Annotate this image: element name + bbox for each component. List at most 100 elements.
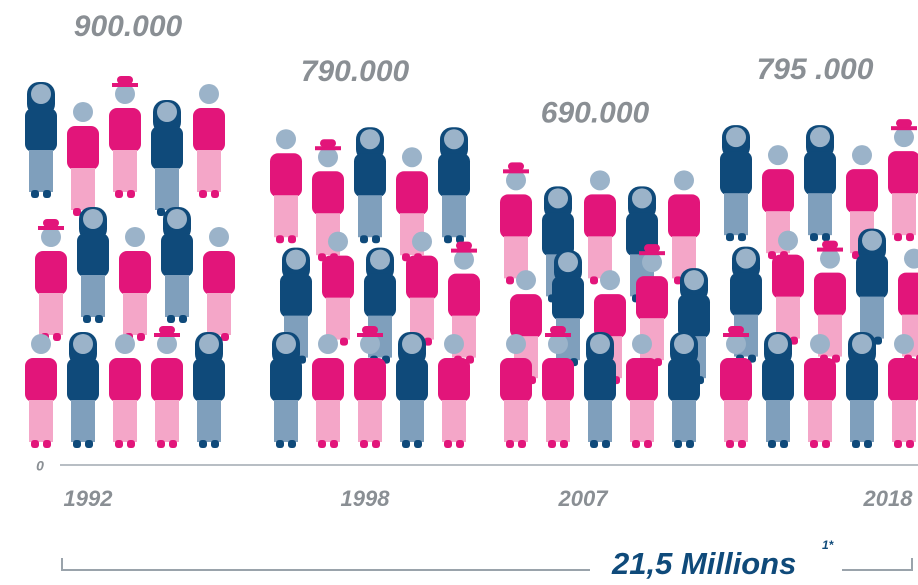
figure-part xyxy=(360,235,368,244)
figure-part xyxy=(179,315,187,323)
figure-part xyxy=(723,333,749,337)
figure-part xyxy=(500,358,532,402)
figure-part xyxy=(456,241,472,250)
figure-part xyxy=(165,275,189,317)
figure-part xyxy=(804,151,836,196)
figure-part xyxy=(790,336,798,345)
figure-part xyxy=(315,146,341,151)
figure-part xyxy=(38,226,64,230)
figure-part xyxy=(71,400,95,442)
figure-part xyxy=(330,440,338,448)
figure-part xyxy=(71,168,95,210)
figure-part xyxy=(396,358,428,402)
figure-part xyxy=(326,297,350,340)
figure-part xyxy=(726,233,734,242)
figure-part xyxy=(318,334,338,354)
figure-part xyxy=(456,235,464,244)
figure-part xyxy=(768,440,776,448)
figure-part xyxy=(276,235,284,244)
figure-part xyxy=(448,273,480,318)
figure-part xyxy=(768,145,788,166)
figure-part xyxy=(454,249,474,270)
figure-part xyxy=(203,251,235,295)
figure-part xyxy=(720,151,752,196)
figure-part xyxy=(43,219,59,227)
figure-part xyxy=(820,248,840,269)
figure-part xyxy=(456,440,464,448)
figure-part xyxy=(678,294,710,339)
figure-part xyxy=(112,83,138,87)
value-label: 900.000 xyxy=(74,10,183,43)
figure-part xyxy=(438,153,470,198)
figure-part xyxy=(288,235,296,244)
figure-part xyxy=(510,294,542,339)
figure-part xyxy=(286,249,306,270)
figure-part xyxy=(362,326,378,334)
figure-part xyxy=(644,244,660,253)
figure-part xyxy=(322,255,354,300)
figure-part xyxy=(804,358,836,402)
figure-part xyxy=(772,254,804,299)
figure-part xyxy=(328,231,348,252)
figure-part xyxy=(874,336,882,345)
figure-part xyxy=(83,209,103,229)
figure-part xyxy=(157,102,177,122)
figure-part xyxy=(503,169,529,174)
figure-part xyxy=(852,145,872,166)
figure-part xyxy=(402,147,422,168)
figure-part xyxy=(810,127,830,148)
pictogram-group xyxy=(500,162,710,448)
figure-part xyxy=(197,400,221,442)
figure-part xyxy=(77,233,109,277)
figure-part xyxy=(157,440,165,448)
figure-part xyxy=(726,440,734,448)
figure-part xyxy=(550,326,566,334)
pictogram-group xyxy=(720,119,918,448)
figure-part xyxy=(400,400,424,442)
figure-part xyxy=(822,240,838,249)
figure-part xyxy=(364,273,396,318)
figure-part xyxy=(85,440,93,448)
figure-part xyxy=(894,334,914,354)
figure-part xyxy=(674,440,682,448)
figure-part xyxy=(674,170,694,191)
figure-part xyxy=(270,358,302,402)
figure-part xyxy=(766,400,790,442)
figure-part xyxy=(115,190,123,198)
figure-part xyxy=(850,400,874,442)
figure-part xyxy=(53,333,61,341)
figure-part xyxy=(288,440,296,448)
figure-part xyxy=(778,230,798,251)
figure-part xyxy=(115,84,135,104)
figure-part xyxy=(274,195,298,238)
figure-part xyxy=(318,440,326,448)
figure-part xyxy=(157,334,177,354)
figure-part xyxy=(39,293,63,335)
figure-part xyxy=(372,235,380,244)
figure-part xyxy=(354,358,386,402)
figure-part xyxy=(810,334,830,354)
figure-part xyxy=(444,440,452,448)
figure-part xyxy=(31,84,51,104)
figure-part xyxy=(862,230,882,251)
figure-part xyxy=(780,440,788,448)
figure-part xyxy=(358,400,382,442)
figure-part xyxy=(161,233,193,277)
figure-part xyxy=(632,334,652,354)
figure-part xyxy=(768,334,788,354)
figure-part xyxy=(167,315,175,323)
figure-part xyxy=(891,126,917,131)
figure-part xyxy=(67,358,99,402)
figure-part xyxy=(67,126,99,170)
figure-part xyxy=(814,272,846,317)
figure-part xyxy=(73,440,81,448)
figure-part xyxy=(276,334,296,354)
figure-part xyxy=(762,169,794,214)
figure-part xyxy=(360,129,380,150)
figure-part xyxy=(590,440,598,448)
figure-part xyxy=(402,440,410,448)
figure-part xyxy=(199,440,207,448)
figure-part xyxy=(444,334,464,354)
figure-part xyxy=(672,400,696,442)
